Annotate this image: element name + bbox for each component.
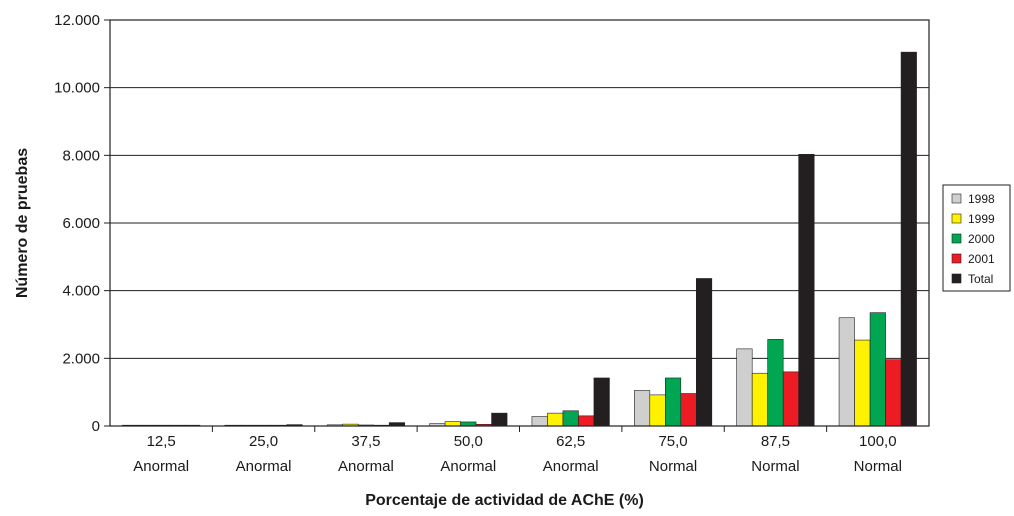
gridlines bbox=[110, 87, 929, 359]
bar-1998 bbox=[736, 348, 753, 427]
legend-swatch-1998 bbox=[951, 193, 962, 204]
x-tick-label: 12,5 bbox=[147, 433, 176, 450]
x-tick-label: 37,5 bbox=[351, 433, 380, 450]
y-tick-label: 0 bbox=[92, 418, 100, 435]
bar-2001 bbox=[885, 359, 902, 427]
bar-1999 bbox=[444, 421, 461, 427]
bar-total bbox=[798, 154, 815, 427]
bar-total bbox=[696, 278, 713, 427]
legend-swatch-2001 bbox=[951, 253, 962, 264]
bar-2000 bbox=[767, 339, 784, 427]
bar-2000 bbox=[460, 421, 477, 427]
y-tick-label: 4.000 bbox=[62, 283, 100, 300]
bar-2001 bbox=[578, 415, 595, 427]
x-tick-status-label: Normal bbox=[649, 458, 697, 475]
legend-label-2000: 2000 bbox=[968, 232, 995, 246]
bar-total bbox=[593, 377, 610, 427]
bar-2000 bbox=[869, 312, 886, 427]
bar-1999 bbox=[547, 412, 564, 427]
y-axis-ticks: 0 2.000 4.000 6.000 8.000 10.000 12.000 bbox=[54, 12, 110, 435]
x-tick-status-label: Anormal bbox=[133, 458, 189, 475]
legend-label-1998: 1998 bbox=[968, 192, 995, 206]
x-tick-status-label: Anormal bbox=[543, 458, 599, 475]
x-tick-label: 25,0 bbox=[249, 433, 278, 450]
bar-1998 bbox=[838, 317, 855, 427]
x-tick-status-label: Anormal bbox=[236, 458, 292, 475]
bar-total bbox=[900, 51, 917, 427]
x-tick-status-label: Normal bbox=[751, 458, 799, 475]
legend-swatch-2000 bbox=[951, 233, 962, 244]
y-tick-label: 6.000 bbox=[62, 215, 100, 232]
x-tick-label: 75,0 bbox=[658, 433, 687, 450]
bar-1998 bbox=[531, 416, 548, 427]
legend-swatch-1999 bbox=[951, 213, 962, 224]
x-tick-label: 62,5 bbox=[556, 433, 585, 450]
legend-label-1999: 1999 bbox=[968, 212, 995, 226]
x-tick-label: 100,0 bbox=[859, 433, 897, 450]
x-tick-status-label: Normal bbox=[854, 458, 902, 475]
bar-total bbox=[491, 412, 508, 427]
bar-2000 bbox=[665, 377, 682, 427]
x-tick-status-label: Anormal bbox=[338, 458, 394, 475]
y-tick-label: 10.000 bbox=[54, 80, 100, 97]
legend-swatch-total bbox=[951, 273, 962, 284]
bars bbox=[122, 51, 917, 427]
bar-1999 bbox=[854, 339, 871, 427]
bar-2001 bbox=[782, 371, 799, 427]
x-axis-ticks: 12,5 Anormal 25,0 Anormal 37,5 Anormal 50,0 Ano… bbox=[133, 426, 902, 475]
y-tick-label: 2.000 bbox=[62, 350, 100, 367]
x-tick-label: 87,5 bbox=[761, 433, 790, 450]
bar-2001 bbox=[680, 393, 697, 427]
legend: 1998 1999 2000 2001 Total bbox=[942, 184, 1011, 292]
bar-1999 bbox=[649, 394, 666, 427]
legend-label-total: Total bbox=[968, 272, 993, 286]
y-tick-label: 8.000 bbox=[62, 147, 100, 164]
bar-1999 bbox=[751, 372, 768, 427]
bar-1998 bbox=[634, 390, 651, 427]
x-tick-status-label: Anormal bbox=[440, 458, 496, 475]
y-tick-label: 12.000 bbox=[54, 12, 100, 29]
x-tick-label: 50,0 bbox=[454, 433, 483, 450]
legend-label-2001: 2001 bbox=[968, 252, 995, 266]
bar-2000 bbox=[562, 410, 579, 427]
x-axis-title: Porcentaje de actividad de AChE (%) bbox=[365, 492, 644, 509]
y-axis-title: Número de pruebas bbox=[14, 148, 31, 298]
